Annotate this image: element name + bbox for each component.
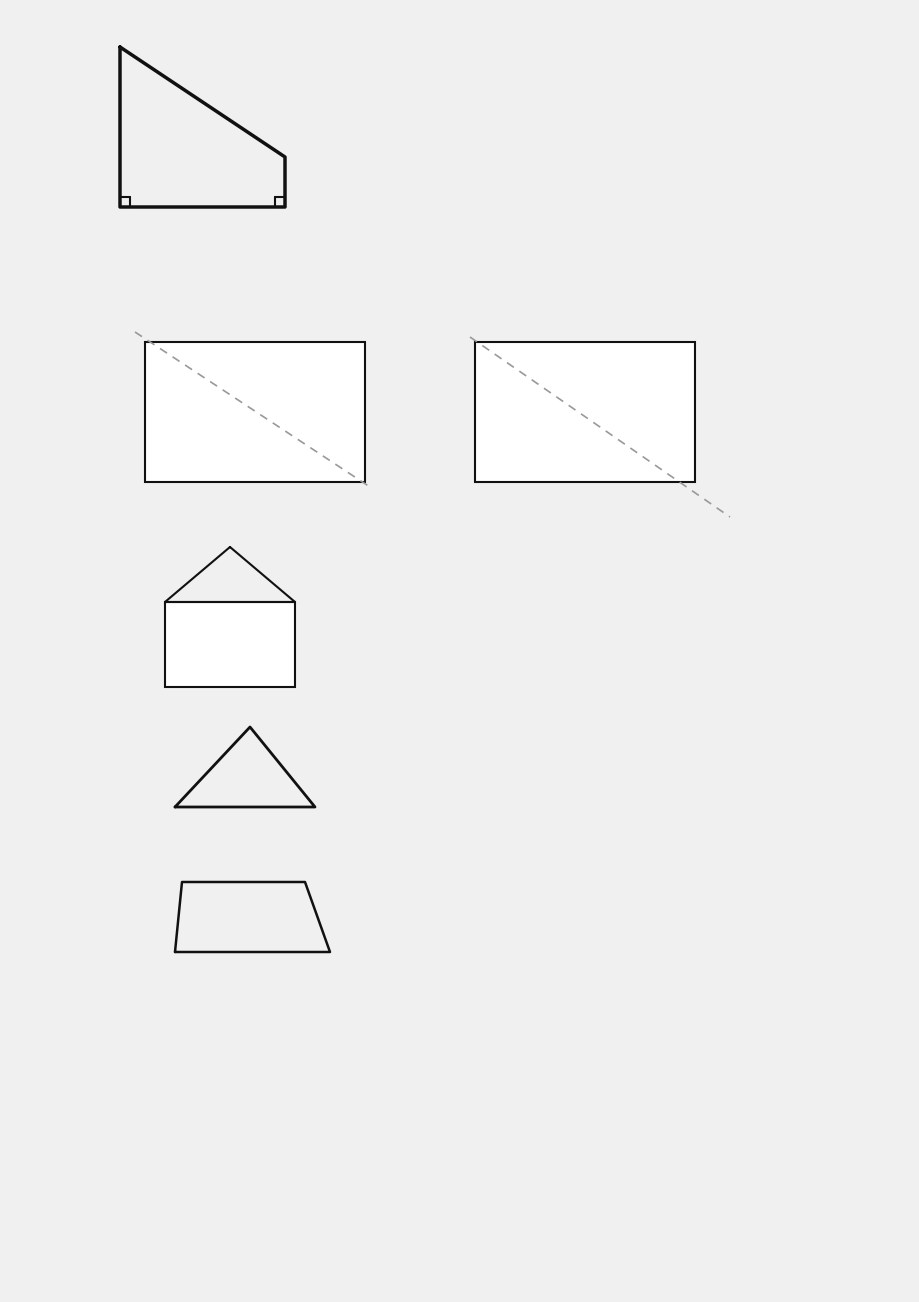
Bar bbox=[165, 602, 295, 687]
Bar bbox=[145, 342, 365, 482]
Bar bbox=[474, 342, 694, 482]
